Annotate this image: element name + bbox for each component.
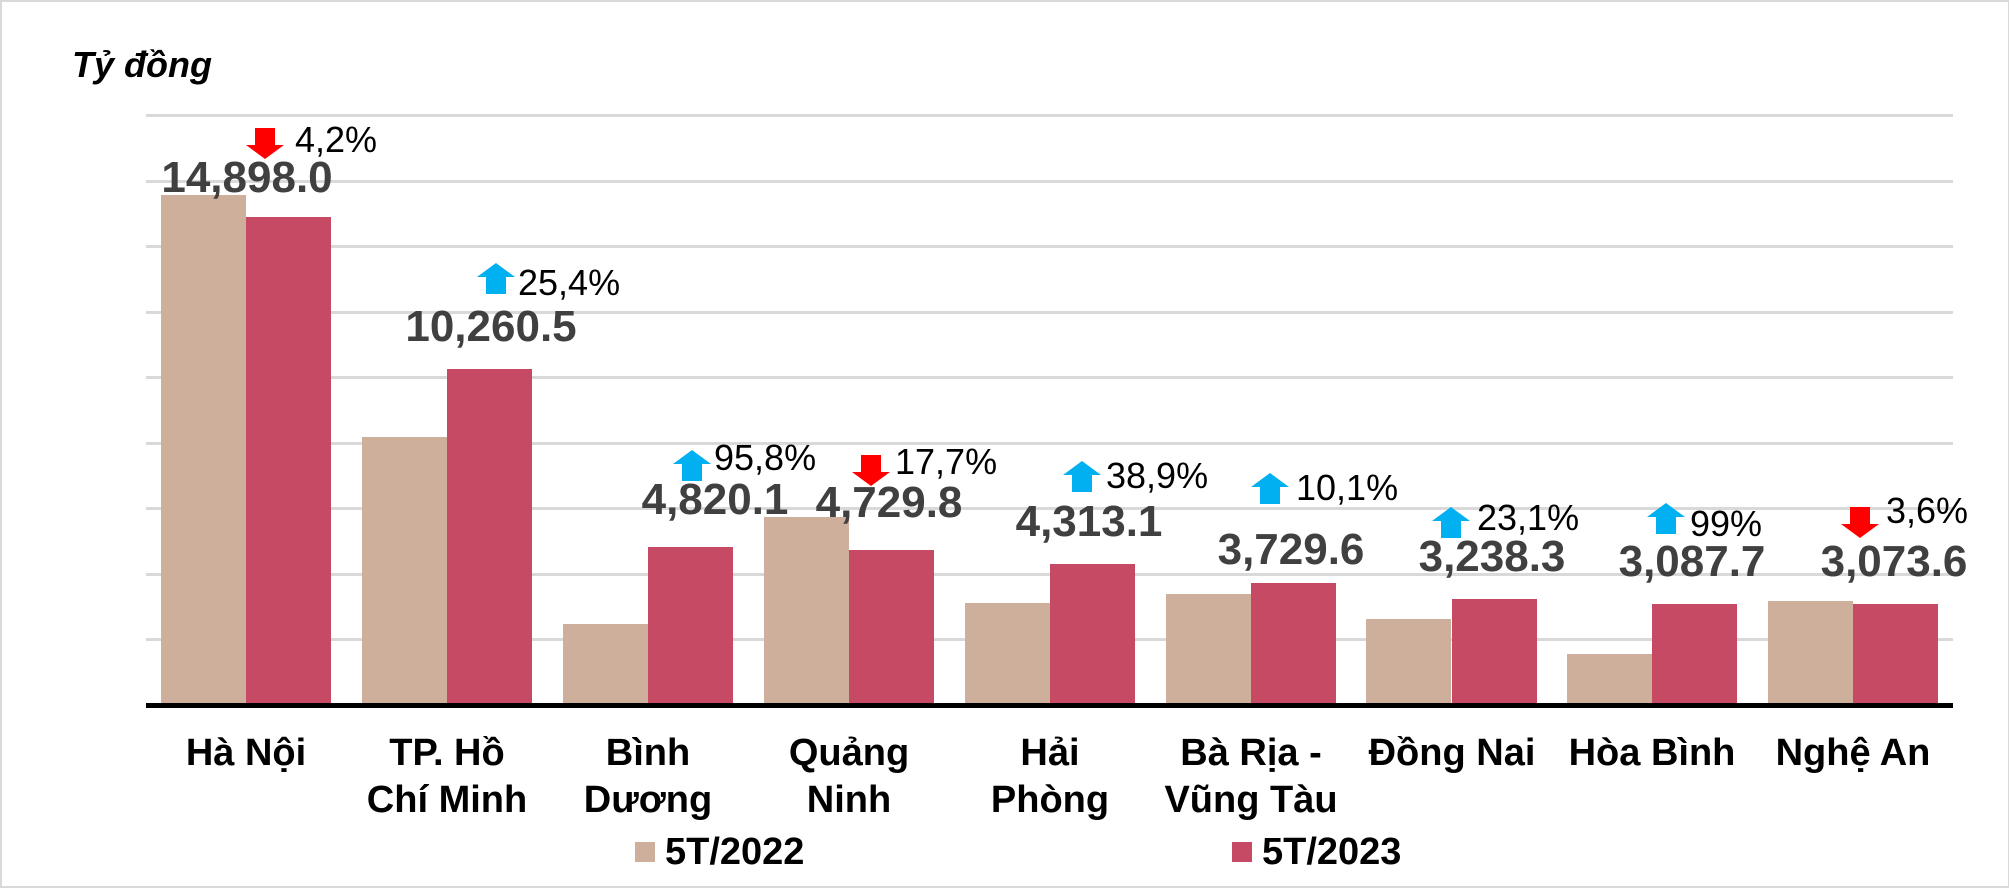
bar-5t-2022[interactable] (1567, 654, 1652, 705)
gridline (146, 245, 1953, 249)
category-label-line1: Đồng Nai (1368, 732, 1536, 774)
category-label-line2: Vũng Tàu (1164, 779, 1338, 821)
change-percent-label: 3,6% (1886, 490, 1969, 531)
bar-5t-2023[interactable] (1652, 603, 1737, 705)
category-label: Nghệ An (1753, 730, 1953, 777)
x-axis-line (146, 703, 1953, 708)
change-percent-label: 4,2% (295, 119, 378, 160)
arrow-up-icon (477, 263, 515, 294)
bar-5t-2022[interactable] (563, 624, 648, 705)
category-label-line1: Nghệ An (1775, 732, 1931, 774)
bar-5t-2022[interactable] (161, 195, 246, 705)
arrow-up-icon (1063, 461, 1101, 492)
category-label: Hà Nội (146, 730, 346, 777)
arrow-up-icon (673, 450, 711, 481)
bar-5t-2023[interactable] (648, 547, 733, 705)
arrow-down-icon (852, 455, 890, 486)
bar-5t-2022[interactable] (1166, 593, 1251, 705)
arrow-down-icon (1841, 507, 1879, 538)
legend-label-2023: 5T/2023 (1262, 831, 1402, 873)
category-label-line2: Phòng (990, 779, 1110, 821)
legend-item-2022[interactable]: 5T/2022 (635, 833, 804, 871)
bar-5t-2023[interactable] (1050, 563, 1135, 705)
value-label-5t-2023: 4,729.8 (815, 478, 963, 527)
category-label-line2: Chí Minh (366, 779, 528, 821)
value-label-5t-2023: 3,729.6 (1217, 525, 1365, 574)
legend-item-2023[interactable]: 5T/2023 (1232, 833, 1401, 871)
legend-swatch-2023 (1232, 842, 1252, 862)
legend-label-2022: 5T/2022 (665, 831, 805, 873)
category-label: Quảng Ninh (749, 730, 949, 824)
bar-5t-2023[interactable] (849, 549, 934, 705)
category-label: TP. Hồ Chí Minh (347, 730, 547, 824)
change-percent-label: 23,1% (1477, 497, 1580, 538)
category-label: Bà Rịa - Vũng Tàu (1151, 730, 1351, 824)
gridline (146, 114, 1953, 117)
change-percent-label: 95,8% (714, 437, 817, 478)
arrow-down-icon (246, 128, 284, 159)
category-label: Đồng Nai (1352, 730, 1552, 777)
bar-5t-2023[interactable] (1251, 582, 1336, 705)
change-percent-label: 17,7% (895, 441, 998, 482)
bar-5t-2023[interactable] (447, 368, 532, 705)
bar-5t-2022[interactable] (965, 603, 1050, 705)
bar-5t-2023[interactable] (1853, 604, 1938, 705)
category-label-line1: Quảng (788, 732, 910, 774)
value-label-5t-2023: 3,073.6 (1820, 537, 1968, 586)
bar-5t-2022[interactable] (764, 516, 849, 705)
bar-5t-2023[interactable] (246, 216, 331, 705)
y-axis-unit-label: Tỷ đồng (72, 44, 212, 85)
value-label-5t-2023: 14,898.0 (161, 153, 333, 202)
arrow-up-icon (1647, 503, 1685, 534)
gridline (146, 179, 1953, 183)
gridline (146, 441, 1953, 445)
bar-5t-2023[interactable] (1452, 598, 1537, 705)
change-percent-label: 99% (1690, 503, 1763, 544)
arrow-up-icon (1251, 473, 1289, 504)
bar-5t-2022[interactable] (1768, 600, 1853, 705)
bar-5t-2022[interactable] (1366, 618, 1451, 705)
category-label-line2: Ninh (806, 779, 892, 821)
change-percent-label: 10,1% (1296, 467, 1399, 508)
gridline (146, 507, 1953, 511)
gridline (146, 310, 1953, 314)
change-percent-label: 25,4% (518, 262, 621, 303)
value-label-5t-2023: 3,238.3 (1418, 532, 1566, 581)
category-label-line1: TP. Hồ (389, 732, 505, 774)
category-label-line1: Hải (1020, 732, 1080, 774)
bar-5t-2022[interactable] (362, 436, 447, 705)
legend-swatch-2022 (635, 842, 655, 862)
gridline (146, 376, 1953, 380)
category-label: Hải Phòng (950, 730, 1150, 824)
category-label: Bình Dương (548, 730, 748, 824)
category-label-line2: Dương (583, 779, 713, 821)
category-label: Hòa Bình (1552, 730, 1752, 777)
value-label-5t-2023: 4,313.1 (1015, 497, 1163, 546)
category-label-line1: Hòa Bình (1568, 732, 1736, 774)
change-percent-label: 38,9% (1106, 455, 1209, 496)
arrow-up-icon (1432, 507, 1470, 538)
value-label-5t-2023: 4,820.1 (641, 475, 789, 524)
category-label-line1: Hà Nội (185, 732, 307, 774)
value-label-5t-2023: 3,087.7 (1618, 537, 1766, 586)
category-label-line1: Bình (605, 732, 691, 774)
category-label-line1: Bà Rịa - (1180, 732, 1322, 774)
value-label-5t-2023: 10,260.5 (405, 302, 577, 351)
gridline (146, 572, 1953, 576)
